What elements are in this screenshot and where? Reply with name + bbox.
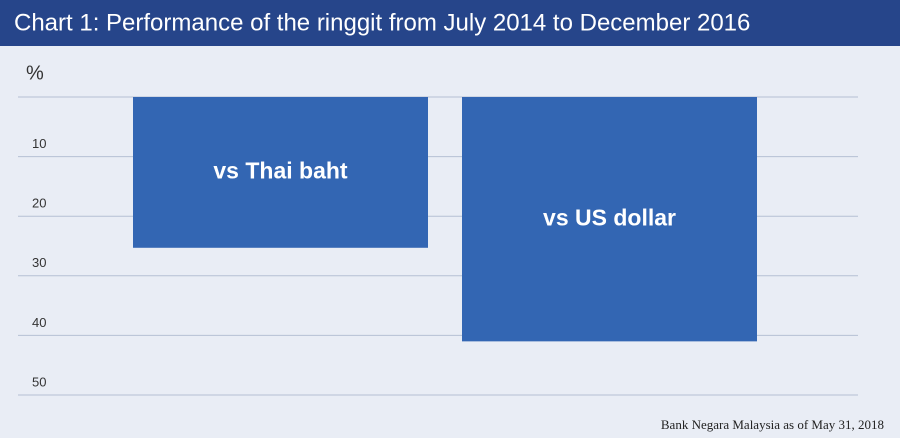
y-axis-label: % xyxy=(26,62,44,84)
chart-title: Chart 1: Performance of the ringgit from… xyxy=(14,9,750,36)
bar-label: vs Thai baht xyxy=(213,157,348,183)
y-tick-label: 50 xyxy=(32,374,46,389)
title-bar xyxy=(0,0,900,46)
bar-label: vs US dollar xyxy=(543,204,676,230)
bar xyxy=(133,97,428,248)
y-tick-label: 20 xyxy=(32,196,46,211)
y-tick-label: 10 xyxy=(32,136,46,151)
y-tick-label: 40 xyxy=(32,315,46,330)
source: Bank Negara Malaysia as of May 31, 2018 xyxy=(661,417,884,432)
y-tick-label: 30 xyxy=(32,255,46,270)
bar xyxy=(462,97,757,342)
